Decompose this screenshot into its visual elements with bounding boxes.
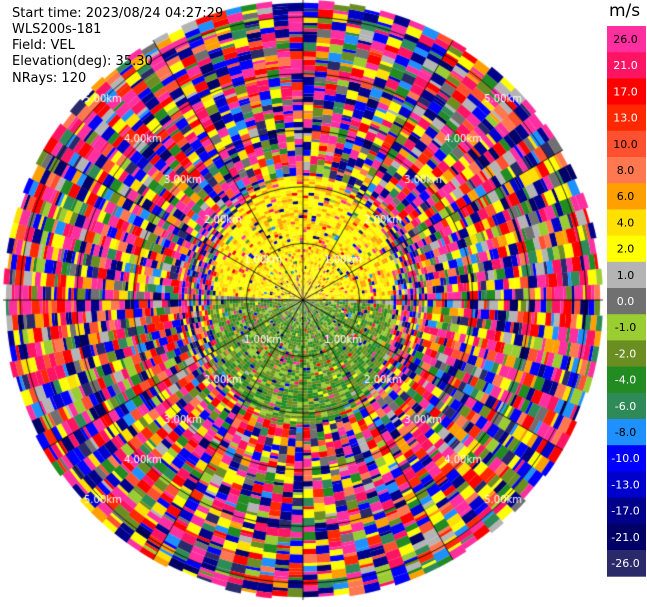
colorbar-cell (607, 104, 646, 132)
elevation-label: Elevation(deg): 35.30 (12, 54, 153, 69)
colorbar-tick-label: 1.0 (617, 269, 635, 282)
colorbar-tick-label: -30.0 (611, 583, 639, 596)
colorbar-cell (607, 471, 646, 499)
colorbar-cell (607, 157, 646, 184)
colorbar-unit: m/s (609, 1, 641, 21)
colorbar-cell (607, 392, 646, 420)
colorbar-cell (607, 209, 646, 237)
nrays-label: NRays: 120 (12, 71, 87, 86)
velocity-colorbar: 26.0 21.0 17.0 13.0 10.0 8.0 6.0 4.0 2.0 1.0 0.0 -1… (607, 26, 646, 596)
colorbar-tick-label: 26.0 (613, 33, 638, 46)
colorbar-tick-label: -1.0 (615, 321, 636, 334)
colorbar-tick-label: -6.0 (615, 400, 636, 413)
colorbar-tick-label: 8.0 (617, 164, 635, 177)
colorbar-cell (607, 419, 646, 446)
colorbar-tick-label: -17.0 (611, 505, 639, 518)
field-label: Field: VEL (12, 38, 75, 53)
colorbar-tick-label: -10.0 (611, 452, 639, 465)
colorbar-cell (607, 550, 646, 577)
colorbar-cell (607, 235, 646, 263)
colorbar-tick-label: 17.0 (613, 85, 638, 98)
colorbar-cell (607, 288, 646, 315)
colorbar-tick-label: 21.0 (613, 59, 638, 72)
colorbar-cell (607, 366, 646, 394)
colorbar-tick-label: -13.0 (611, 478, 639, 491)
colorbar-tick-label: 0.0 (617, 295, 635, 308)
colorbar-cell (607, 314, 646, 341)
colorbar-cell (607, 130, 646, 158)
colorbar-tick-label: 2.0 (617, 243, 635, 256)
colorbar-tick-label: -26.0 (611, 557, 639, 570)
colorbar-tick-label: -21.0 (611, 531, 639, 544)
colorbar-tick-label: -2.0 (615, 347, 636, 360)
colorbar-cell (607, 26, 646, 53)
colorbar-cell (607, 497, 646, 525)
colorbar-tick-label: 4.0 (617, 216, 635, 229)
colorbar-tick-label: -4.0 (615, 374, 636, 387)
colorbar-tick-label: 13.0 (613, 112, 638, 125)
colorbar-cell (607, 183, 646, 210)
colorbar-cell (607, 523, 646, 551)
colorbar-cell (607, 445, 646, 472)
colorbar-tick-label: 6.0 (617, 190, 635, 203)
colorbar-tick-label: 10.0 (613, 138, 638, 151)
colorbar-tick-label: -8.0 (615, 426, 636, 439)
colorbar-cell (607, 52, 646, 79)
colorbar-cell (607, 78, 646, 106)
instrument-label: WLS200s-181 (12, 22, 102, 37)
start-time-label: Start time: 2023/08/24 04:27:29 (12, 6, 224, 21)
colorbar-cell (607, 261, 646, 289)
colorbar-cell (607, 340, 646, 368)
